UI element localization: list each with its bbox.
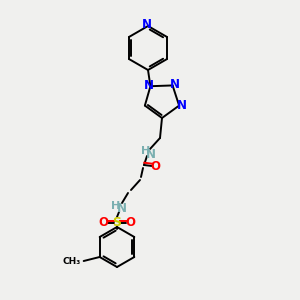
Text: O: O [125,215,135,229]
Text: H: H [111,201,121,211]
Text: H: H [141,146,151,156]
Text: N: N [143,79,153,92]
Text: O: O [98,215,108,229]
Text: N: N [117,202,127,215]
Text: CH₃: CH₃ [62,256,81,266]
Text: N: N [142,19,152,32]
Text: S: S [112,217,122,230]
Text: N: N [177,99,187,112]
Text: N: N [146,148,156,160]
Text: N: N [169,78,180,91]
Text: O: O [150,160,160,172]
